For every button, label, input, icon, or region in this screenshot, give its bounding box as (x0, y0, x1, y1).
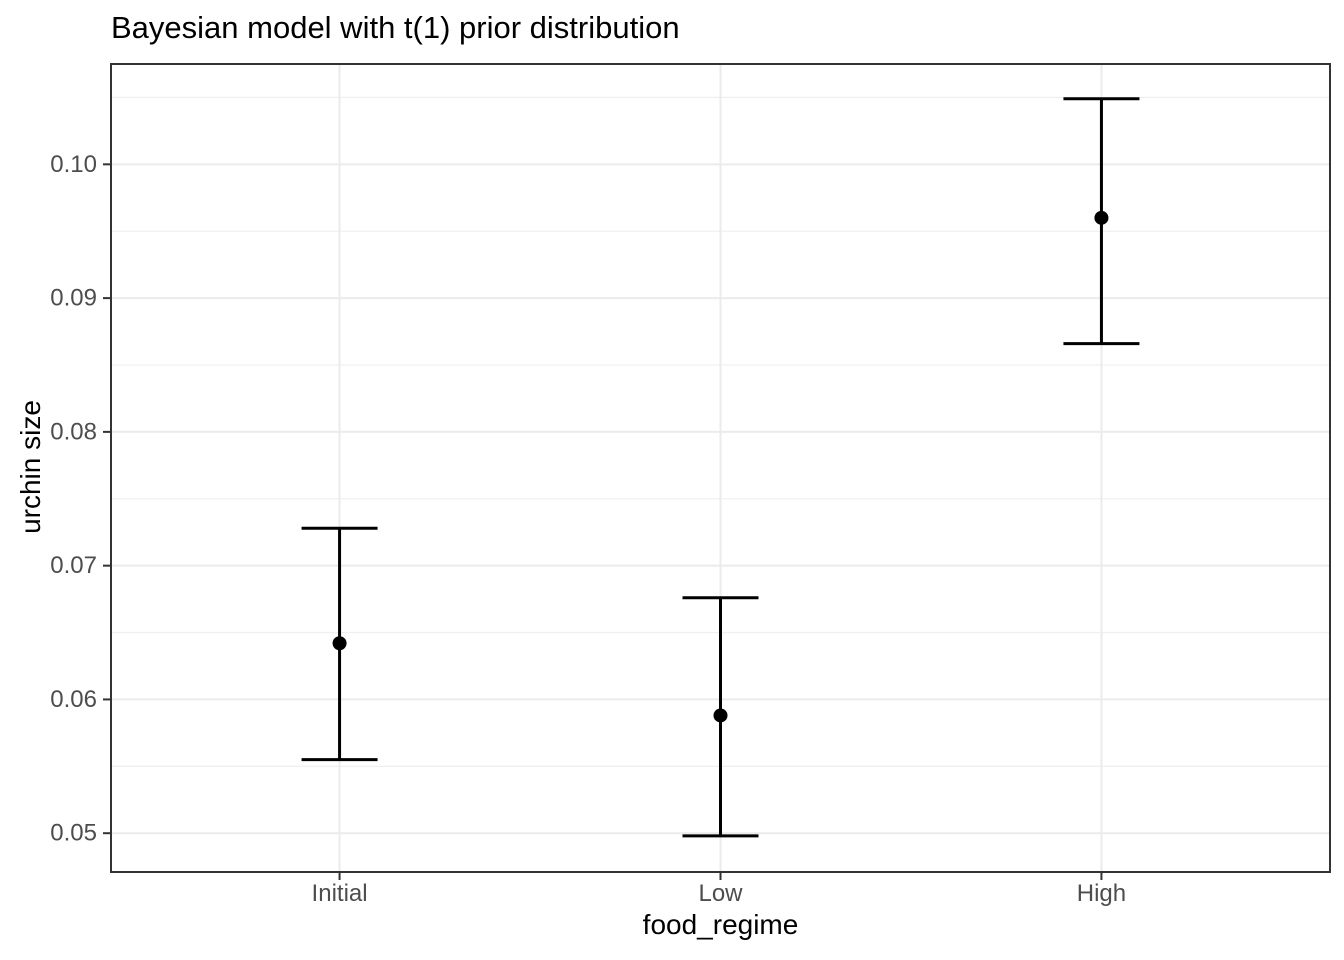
y-tick-label: 0.09 (50, 285, 97, 312)
x-tick-label: High (1077, 880, 1126, 907)
x-axis-title: food_regime (642, 909, 799, 940)
point-initial (332, 636, 347, 651)
chart-title: Bayesian model with t(1) prior distribut… (111, 10, 680, 45)
point-low (713, 708, 728, 723)
point-high (1094, 210, 1109, 225)
y-tick-label: 0.07 (50, 552, 97, 579)
x-tick-label: Low (698, 880, 743, 907)
x-tick-label: Initial (312, 880, 368, 907)
y-tick-label: 0.08 (50, 418, 97, 445)
y-tick-label: 0.10 (50, 151, 97, 178)
y-tick-label: 0.06 (50, 686, 97, 713)
y-tick-label: 0.05 (50, 820, 97, 847)
